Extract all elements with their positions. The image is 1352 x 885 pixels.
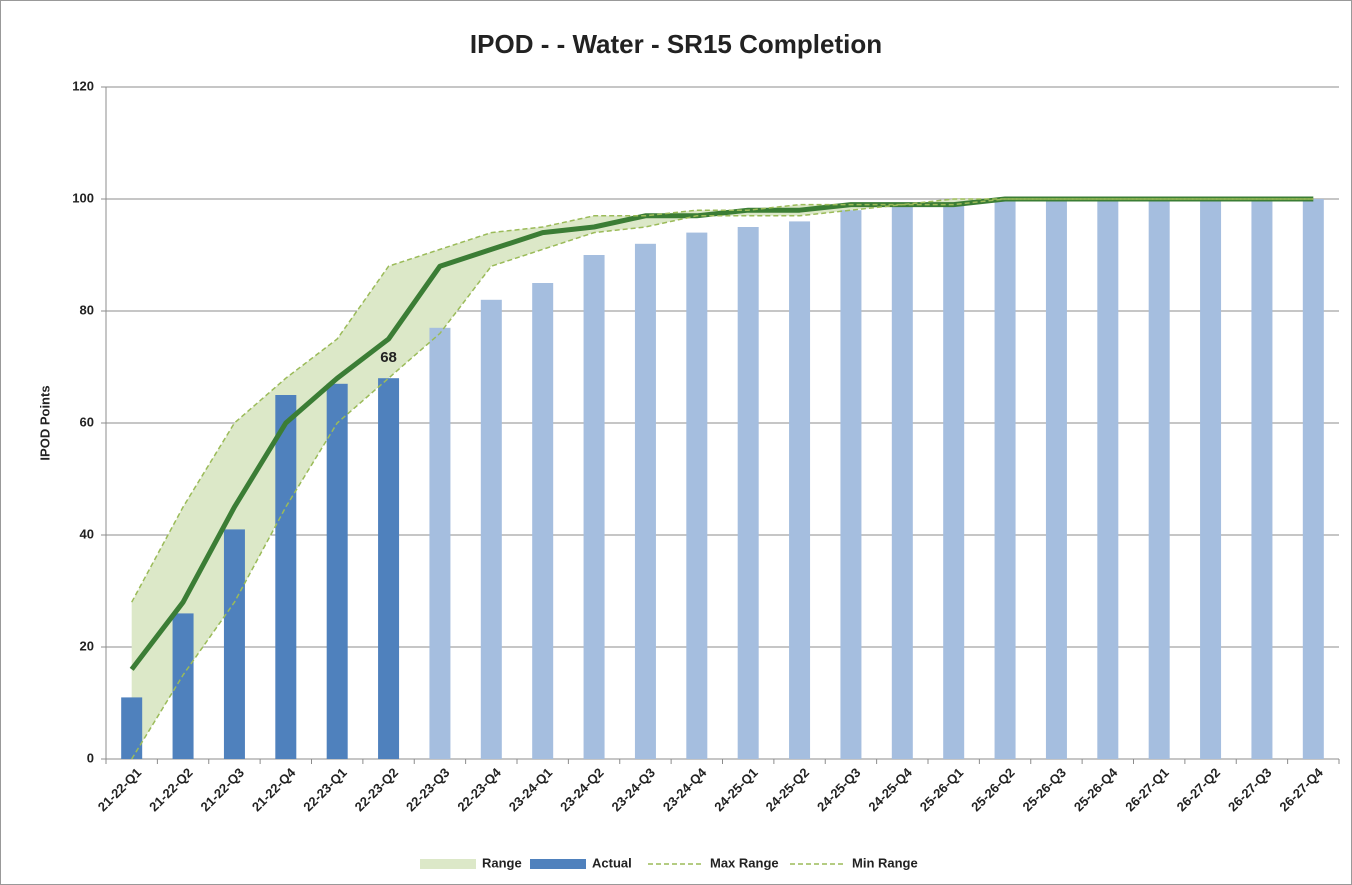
legend-swatch — [530, 859, 586, 869]
bar — [429, 327, 451, 759]
bar — [686, 232, 708, 760]
bar — [378, 378, 400, 759]
y-axis-label: IPOD Points — [37, 385, 52, 460]
bar — [223, 529, 245, 759]
bar — [891, 204, 913, 760]
bar — [172, 613, 194, 759]
bar — [1045, 199, 1067, 759]
bar — [737, 227, 759, 759]
bar — [275, 395, 297, 759]
bar — [121, 697, 143, 759]
y-tick-label: 40 — [80, 526, 94, 541]
bar — [1251, 199, 1273, 759]
data-label: 68 — [380, 349, 397, 366]
legend-label: Max Range — [710, 855, 779, 870]
bar — [1148, 199, 1170, 759]
bar — [326, 383, 348, 759]
bar — [789, 221, 811, 759]
y-tick-label: 120 — [72, 78, 94, 93]
range-line — [131, 198, 1314, 603]
bar — [994, 199, 1016, 759]
bar — [1302, 199, 1324, 759]
legend-label: Actual — [592, 855, 632, 870]
y-tick-label: 80 — [80, 302, 94, 317]
y-tick-label: 0 — [87, 750, 94, 765]
y-tick-label: 60 — [80, 414, 94, 429]
range-line — [131, 198, 1314, 760]
bar — [1097, 199, 1119, 759]
bar — [480, 299, 502, 759]
y-tick-label: 100 — [72, 190, 94, 205]
bar — [532, 283, 554, 759]
bar — [840, 210, 862, 759]
chart-title: IPOD - - Water - SR15 Completion — [470, 29, 882, 59]
range-band — [131, 199, 1314, 759]
y-tick-label: 20 — [80, 638, 94, 653]
bar — [583, 255, 605, 759]
legend-swatch — [420, 859, 476, 869]
legend-label: Min Range — [852, 855, 918, 870]
legend-label: Range — [482, 855, 522, 870]
bar — [634, 243, 656, 760]
bar — [943, 204, 965, 760]
bar — [1200, 199, 1222, 759]
